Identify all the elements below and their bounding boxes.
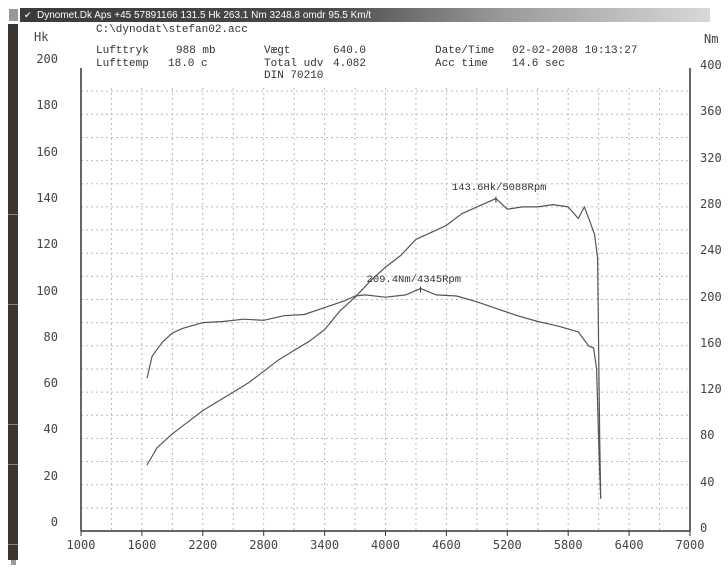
lufttryk-label: Lufttryk [96, 45, 149, 57]
power-peak-annotation: 143.6Hk/5088Rpm [451, 181, 547, 194]
x-tick-label: 2200 [188, 538, 218, 552]
scrollbar-mark [8, 424, 18, 425]
y-tick-right: 240 [700, 243, 722, 258]
scrollbar-mark [8, 464, 18, 465]
window-titlebar: ✔ Dynomet.Dk Aps +45 57891166 131.5 Hk 26… [20, 8, 710, 22]
y-tick-right: 160 [700, 335, 722, 350]
lufttryk-value: 988 mb [176, 45, 216, 57]
total-udv-value: 4.082 [333, 58, 367, 70]
y-tick-left: 60 [43, 376, 58, 391]
y-tick-right: 80 [700, 428, 715, 443]
y-tick-right: 400 [700, 58, 722, 72]
acc-time-label: Acc time [435, 58, 488, 70]
y-tick-right: 280 [700, 196, 722, 211]
x-tick-label: 4000 [371, 538, 400, 552]
total-udv-label: Total udv [264, 58, 324, 70]
scrollbar-mark [8, 214, 18, 215]
lufttemp-value: 18.0 c [168, 58, 208, 70]
datetime-value: 02-02-2008 10:13:27 [512, 45, 638, 57]
x-tick-label: 1600 [127, 538, 157, 552]
power-curve [146, 198, 602, 499]
y-tick-right: 320 [700, 150, 722, 165]
x-tick-label: 4600 [431, 538, 461, 552]
y-tick-left: 200 [36, 52, 58, 66]
right-axis-unit: Nm [704, 32, 719, 46]
window-title: Dynomet.Dk Aps +45 57891166 131.5 Hk 263… [37, 10, 372, 21]
left-axis-unit: Hk [34, 30, 49, 44]
scrollbar-mark [8, 544, 18, 545]
x-tick-label: 5800 [553, 538, 583, 552]
y-tick-left: 180 [36, 98, 58, 113]
torque-peak-annotation: 209.4Nm/4345Rpm [366, 273, 462, 286]
y-tick-left: 20 [43, 468, 58, 483]
scrollbar-mark [8, 304, 18, 305]
vaegt-value: 640.0 [333, 45, 367, 57]
y-tick-left: 140 [36, 190, 58, 205]
y-tick-right: 120 [700, 382, 722, 397]
datetime-label: Date/Time [435, 45, 495, 57]
left-scrollbar[interactable] [8, 24, 18, 560]
y-tick-left: 120 [36, 237, 58, 252]
y-tick-right: 0 [700, 521, 708, 535]
x-tick-label: 5200 [492, 538, 522, 552]
corner-resize-icon [11, 560, 16, 565]
y-tick-left: 40 [43, 422, 58, 437]
vaegt-label: Vægt [264, 45, 291, 57]
y-tick-left: 80 [43, 329, 58, 344]
window-system-icon[interactable] [9, 9, 18, 21]
y-tick-right: 40 [700, 474, 715, 489]
x-tick-label: 7000 [675, 538, 705, 552]
y-tick-left: 100 [36, 283, 58, 298]
din-standard: DIN 70210 [264, 70, 324, 82]
file-path: C:\dynodat\stefan02.acc [96, 24, 248, 36]
x-tick-label: 2800 [249, 538, 279, 552]
lufttemp-label: Lufttemp [96, 58, 149, 70]
dyno-app-icon: ✔ [24, 10, 32, 20]
x-tick-label: 6400 [614, 538, 644, 552]
y-tick-left: 0 [50, 515, 58, 529]
torque-curve [146, 288, 602, 499]
y-tick-right: 200 [700, 289, 722, 304]
x-tick-label: 1000 [66, 538, 96, 552]
y-tick-left: 160 [36, 144, 58, 159]
y-tick-right: 360 [700, 104, 722, 119]
acc-time-value: 14.6 sec [512, 58, 565, 70]
x-tick-label: 3400 [310, 538, 340, 552]
